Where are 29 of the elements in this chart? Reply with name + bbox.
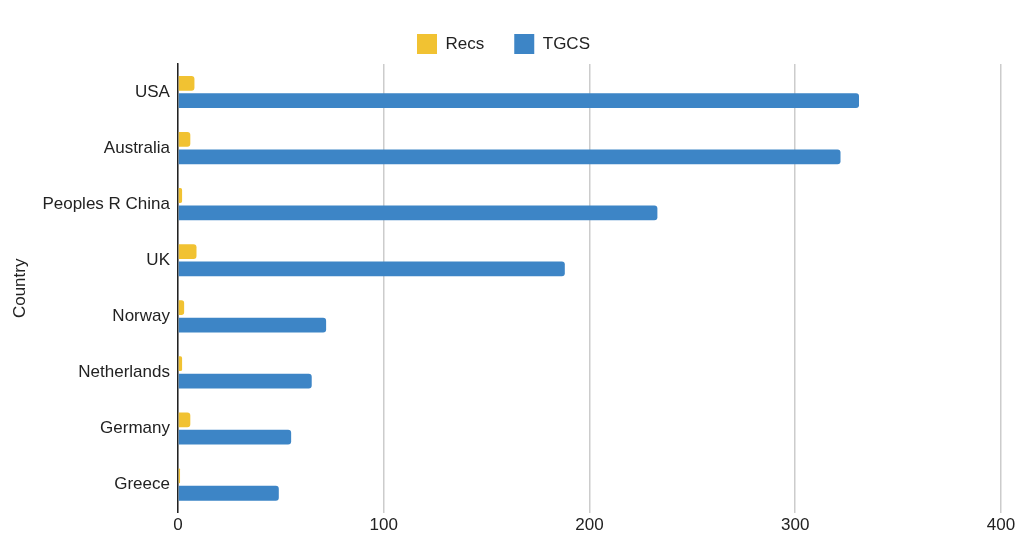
y-tick-label: USA: [135, 81, 171, 101]
x-tick-label: 100: [369, 515, 398, 535]
bar: [178, 317, 327, 333]
legend-label: Recs: [445, 33, 485, 53]
bar: [178, 261, 565, 277]
y-tick-label: UK: [146, 249, 171, 269]
y-axis-title: Country: [9, 258, 29, 319]
bar: [178, 132, 191, 147]
bar: [178, 244, 197, 259]
bar: [178, 205, 658, 221]
y-tick-label: Peoples R China: [42, 193, 171, 213]
bar: [178, 149, 841, 165]
y-tick-label: Norway: [112, 306, 171, 326]
x-tick-label: 300: [781, 515, 810, 535]
bar: [178, 373, 312, 389]
y-tick-label: Germany: [100, 418, 171, 438]
x-tick-label: 400: [986, 515, 1016, 535]
y-tick-label: Netherlands: [78, 362, 170, 382]
bar: [178, 75, 195, 91]
bar: [178, 412, 191, 428]
bar: [178, 300, 185, 316]
y-tick-label: Greece: [114, 474, 170, 494]
bar: [178, 429, 292, 445]
x-tick-label: 200: [575, 515, 604, 535]
legend-label: TGCS: [542, 33, 590, 53]
bar: [178, 485, 279, 501]
x-tick-label: 0: [173, 515, 183, 535]
bar: [178, 93, 860, 109]
y-tick-label: Australia: [103, 137, 171, 157]
